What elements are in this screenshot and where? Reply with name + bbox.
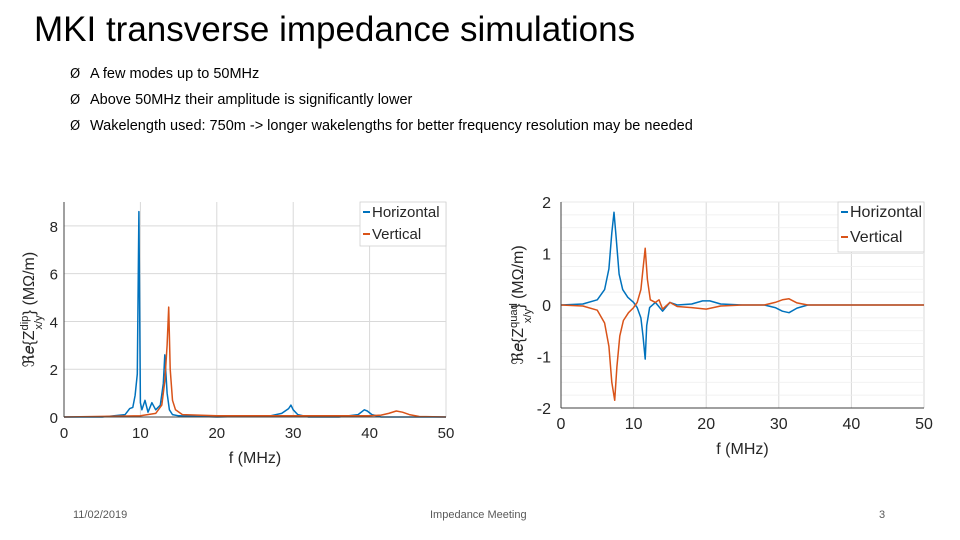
- bullet-text: Above 50MHz their amplitude is significa…: [90, 92, 413, 108]
- bullet-item: Ø Wakelength used: 750m -> longer wakelen…: [70, 116, 693, 142]
- bullet-list: Ø A few modes up to 50MHz Ø Above 50MHz th…: [70, 64, 693, 142]
- y-tick-label: 2: [50, 362, 58, 379]
- bullet-item: Ø A few modes up to 50MHz: [70, 64, 693, 90]
- x-tick-label: 30: [770, 416, 788, 433]
- y-tick-label: 0: [542, 298, 551, 315]
- bullet-item: Ø Above 50MHz their amplitude is signific…: [70, 90, 693, 116]
- legend-label: Vertical: [850, 229, 902, 246]
- y-tick-label: 1: [542, 247, 551, 264]
- y-tick-label: 0: [50, 410, 58, 427]
- x-tick-label: 20: [208, 425, 225, 442]
- y-axis-label: ℜ𝑒{Zquad x/y} (MΩ/m): [508, 245, 534, 364]
- x-tick-label: 50: [915, 416, 933, 433]
- y-tick-label: 6: [50, 267, 58, 284]
- y-tick-label: 8: [50, 219, 58, 236]
- y-tick-label: 2: [542, 195, 551, 212]
- x-tick-label: 0: [60, 425, 68, 442]
- x-tick-label: 30: [285, 425, 302, 442]
- y-axis-label: ℜ𝑒{Zdip x/y} (MΩ/m): [19, 252, 45, 367]
- legend-label: Vertical: [372, 226, 421, 243]
- footer-title: Impedance Meeting: [430, 509, 527, 521]
- arrow-bullet-icon: Ø: [70, 67, 81, 82]
- x-axis-label: f (MHz): [229, 450, 281, 467]
- x-tick-label: 10: [132, 425, 149, 442]
- x-axis-label: f (MHz): [716, 441, 768, 458]
- x-tick-label: 20: [697, 416, 715, 433]
- chart-legend: Horizontal Vertical: [837, 201, 925, 253]
- y-tick-label: -2: [537, 401, 551, 418]
- quadrupolar-impedance-chart: 0 10 20 30 40 50 -2 -1 0 1 2 f (MHz) ℜ𝑒{Zquad x/y} (M…: [508, 195, 933, 458]
- legend-label: Horizontal: [850, 204, 922, 221]
- x-tick-label: 0: [557, 416, 566, 433]
- legend-box: [359, 201, 447, 247]
- series-line-vertical: [63, 306, 447, 418]
- y-tick-label: -1: [537, 350, 551, 367]
- arrow-bullet-icon: Ø: [70, 119, 81, 134]
- series-line-vertical: [560, 247, 924, 402]
- series-line-horizontal: [64, 210, 446, 418]
- y-tick-label: 4: [50, 314, 58, 331]
- slide-title: MKI transverse impedance simulations: [34, 10, 636, 49]
- legend-box: [837, 201, 925, 253]
- series-line-horizontal: [560, 211, 924, 360]
- x-tick-label: 10: [625, 416, 643, 433]
- x-tick-label: 40: [843, 416, 861, 433]
- x-tick-label: 40: [361, 425, 378, 442]
- footer-date: 11/02/2019: [73, 509, 128, 521]
- arrow-bullet-icon: Ø: [70, 93, 81, 108]
- page-number: 3: [879, 509, 886, 521]
- bullet-text: A few modes up to 50MHz: [90, 66, 260, 82]
- dipolar-impedance-chart: 0 10 20 30 40 50 0 2 4 6 8 f (MHz) ℜ𝑒{Zdip x/y} (MΩ/m…: [19, 201, 455, 467]
- bullet-text: Wakelength used: 750m -> longer wakeleng…: [90, 118, 693, 134]
- legend-label: Horizontal: [372, 204, 440, 221]
- chart-legend: Horizontal Vertical: [359, 201, 447, 247]
- x-tick-label: 50: [438, 425, 455, 442]
